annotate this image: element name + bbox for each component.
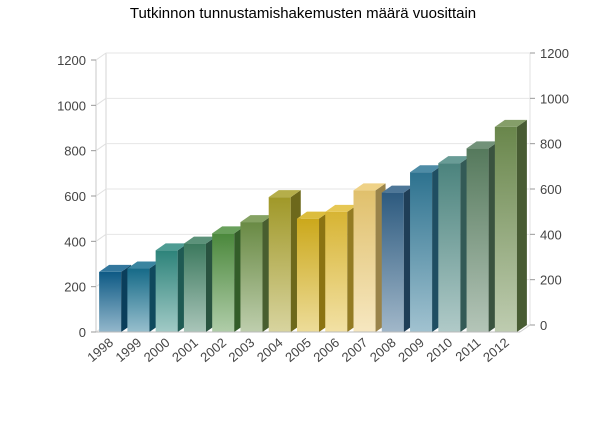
x-tick-label: 2007 <box>339 335 371 365</box>
bar-front <box>99 271 122 332</box>
bar-top <box>353 183 386 191</box>
bar-1999 <box>127 261 160 332</box>
bar-front <box>438 163 461 332</box>
bar-front <box>183 243 206 332</box>
bar-top <box>325 204 358 212</box>
x-tick-label: 1999 <box>113 335 145 365</box>
bar-top <box>183 236 216 244</box>
x-tick-label: 2006 <box>310 335 342 365</box>
bar-top <box>268 190 301 198</box>
bar-top <box>99 264 132 272</box>
y2-tick-label: 400 <box>540 227 562 242</box>
x-tick-label: 2000 <box>141 335 173 365</box>
bar-2011 <box>466 141 499 332</box>
x-tick-label: 2004 <box>254 335 286 365</box>
bar-top <box>212 226 245 234</box>
x-tick-label: 2005 <box>282 335 314 365</box>
x-tick-label: 2003 <box>226 335 258 365</box>
bar-2001 <box>183 236 216 332</box>
y2-tick-label: 600 <box>540 182 562 197</box>
y-tick-label: 1200 <box>57 53 86 68</box>
gridline-side <box>95 52 107 61</box>
bar-top <box>381 185 414 193</box>
floor-edge <box>519 324 531 333</box>
bar-top <box>466 141 499 149</box>
y2-tick-label: 1000 <box>540 91 569 106</box>
y-tick-label: 1000 <box>57 98 86 113</box>
bar-front <box>268 197 291 332</box>
bar-2006 <box>325 204 358 332</box>
bar-front <box>212 233 235 332</box>
y-tick-label: 0 <box>79 325 86 340</box>
gridline-side <box>95 97 107 106</box>
gridline-side <box>95 143 107 152</box>
bar-front <box>466 148 489 332</box>
bar-top <box>410 165 443 173</box>
bar-front <box>353 190 376 332</box>
bar-top <box>127 261 160 269</box>
bar-top <box>296 211 330 219</box>
y2-tick-label: 800 <box>540 137 562 152</box>
bar-top <box>240 215 273 223</box>
x-tick-label: 2010 <box>423 335 455 365</box>
x-tick-label: 1998 <box>84 335 116 365</box>
bar-front <box>155 250 178 332</box>
y2-tick-label: 200 <box>540 273 562 288</box>
bar-front <box>494 126 517 332</box>
bar-1998 <box>99 264 132 332</box>
bar-front <box>410 172 433 332</box>
x-tick-label: 2009 <box>395 335 427 365</box>
bar-2000 <box>155 243 188 332</box>
gridline-side <box>95 233 107 242</box>
bar-top <box>494 119 527 127</box>
bar-front <box>381 192 404 332</box>
bar-2003 <box>240 215 273 332</box>
x-tick-label: 2011 <box>452 335 483 364</box>
bar-2012 <box>494 119 527 332</box>
bar-top <box>438 156 471 164</box>
gridline-side <box>95 188 107 197</box>
bar-front <box>240 222 263 332</box>
x-tick-label: 2012 <box>480 335 512 365</box>
x-tick-label: 2001 <box>169 335 201 365</box>
bar-2008 <box>381 185 414 332</box>
x-tick-label: 2008 <box>367 335 399 365</box>
y2-tick-label: 1200 <box>540 46 569 61</box>
bar-top <box>155 243 188 251</box>
bar-2010 <box>438 156 471 332</box>
y2-tick-label: 0 <box>540 318 547 333</box>
y-tick-label: 200 <box>64 280 86 295</box>
y-tick-label: 600 <box>64 189 86 204</box>
bar-2009 <box>410 165 443 332</box>
bar-front <box>296 218 320 332</box>
bar-2007 <box>353 183 386 332</box>
bar-side <box>516 119 527 332</box>
bars-layer <box>99 119 527 332</box>
x-tick-label: 2002 <box>197 335 229 365</box>
bar-2004 <box>268 190 301 332</box>
y-tick-label: 800 <box>64 144 86 159</box>
bar-2005 <box>296 211 330 332</box>
bar-front <box>127 268 150 332</box>
y-tick-label: 400 <box>64 234 86 249</box>
chart-title: Tutkinnon tunnustamishakemusten määrä vu… <box>130 5 476 22</box>
bar-front <box>325 211 348 332</box>
bar-2002 <box>212 226 245 332</box>
